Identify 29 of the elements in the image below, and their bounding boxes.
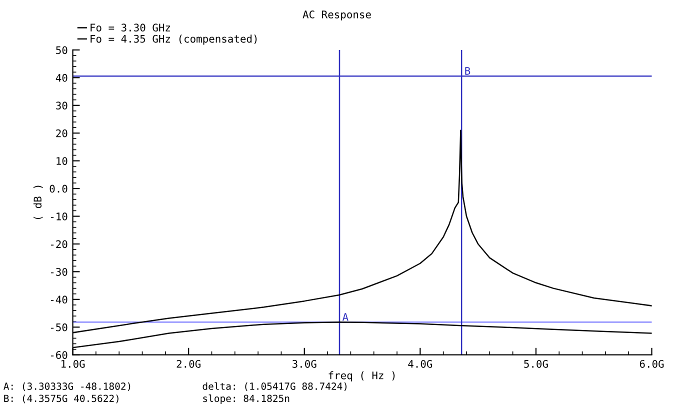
y-tick-label: 40 — [56, 74, 68, 82]
text: A: (3.30333G -48.1802) — [4, 382, 130, 392]
x-tick-label: 1.0G — [62, 360, 85, 368]
y-tick-label: -10 — [50, 212, 68, 220]
text: B: (4.3575G 40.5622) — [4, 394, 118, 404]
text: delta: (1.05417G 88.7424) — [202, 382, 347, 392]
x-tick-label: 5.0G — [524, 360, 548, 368]
x-tick-label: 3.0G — [292, 360, 316, 368]
annotation: B — [465, 67, 470, 75]
annotation: A — [342, 313, 348, 321]
y-tick-label: 20 — [56, 129, 68, 138]
y-tick-label: 10 — [56, 157, 68, 165]
x-tick-label: 2.0G — [176, 360, 200, 368]
y-tick-label: 0.0 — [50, 184, 68, 193]
x-tick-label: 4.0G — [408, 360, 432, 368]
legend-label: Fo = 4.35 GHz (compensated) — [90, 34, 257, 45]
y-tick-label: -50 — [50, 323, 68, 332]
legend-label: Fo = 3.30 GHz — [90, 24, 170, 32]
x-axis-title: freq ( Hz ) — [328, 371, 395, 382]
x-tick-label: 6.0G — [640, 360, 664, 368]
chart-title: AC Response — [302, 10, 371, 20]
text: slope: 84.1825n — [203, 394, 290, 404]
y-axis-title: ( dB ) — [33, 186, 43, 220]
y-tick-label: -40 — [50, 296, 68, 304]
y-tick-label: -20 — [50, 240, 68, 248]
y-tick-label: -60 — [50, 351, 68, 359]
y-tick-label: 30 — [56, 102, 68, 110]
y-tick-label: -30 — [50, 268, 68, 276]
y-tick-label: 50 — [56, 46, 68, 54]
